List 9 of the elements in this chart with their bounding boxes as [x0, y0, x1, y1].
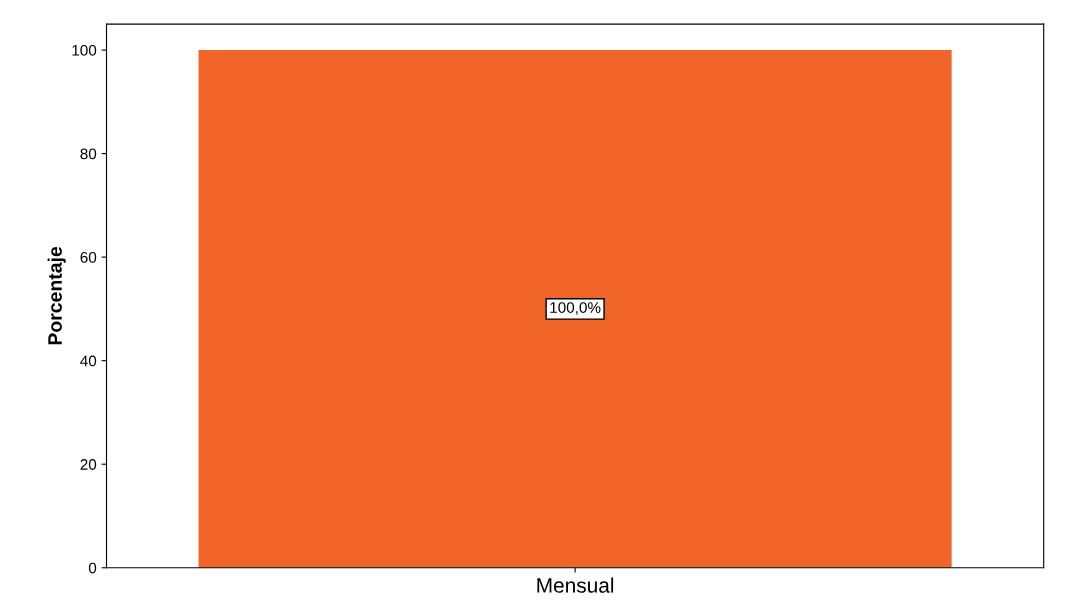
- y-tick-label: 20: [80, 459, 97, 470]
- y-tick-label: 0: [88, 562, 97, 574]
- y-tick-label: 60: [80, 252, 97, 263]
- y-tick-label: 80: [80, 148, 97, 160]
- y-tick-label: 100: [72, 44, 97, 56]
- x-tick-label: Mensual: [537, 577, 614, 593]
- y-tick-label: 40: [80, 355, 97, 367]
- data-label: 100,0%: [550, 302, 601, 315]
- y-axis-title: Porcentaje: [47, 246, 66, 345]
